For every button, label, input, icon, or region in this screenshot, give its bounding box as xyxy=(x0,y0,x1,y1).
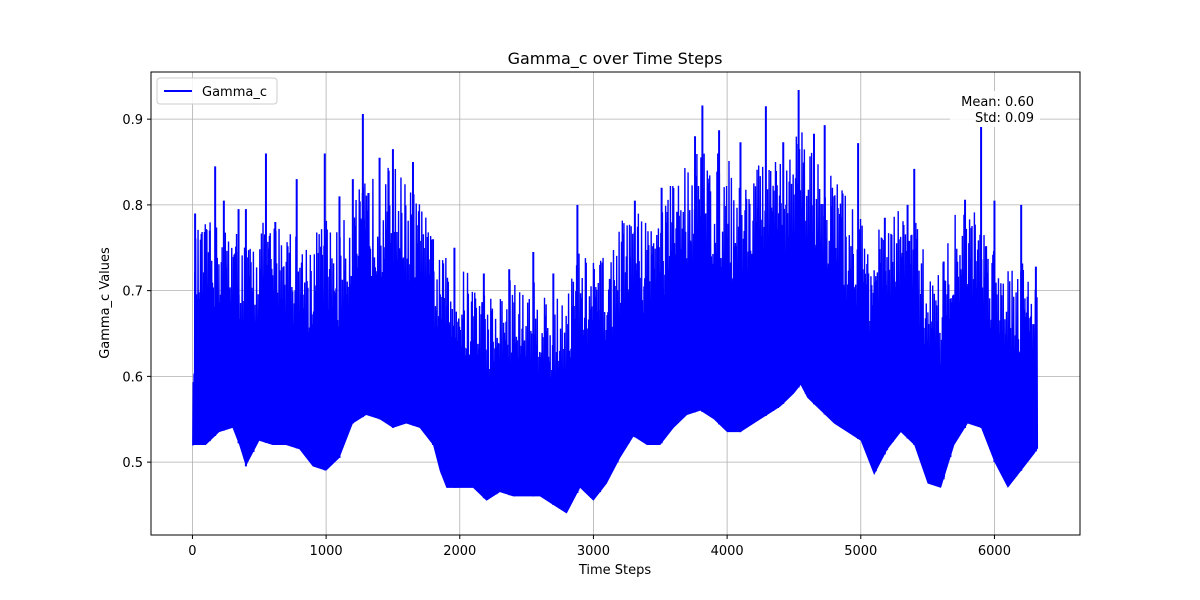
x-tick-label: 5000 xyxy=(844,544,877,559)
x-tick-label: 2000 xyxy=(443,544,476,559)
y-axis-label: Gamma_c Values xyxy=(98,247,113,359)
stats-std-label: Std: 0.09 xyxy=(975,111,1034,126)
x-tick-label: 1000 xyxy=(310,544,343,559)
chart-title: Gamma_c over Time Steps xyxy=(508,49,723,69)
x-axis-ticks: 0 1000 2000 3000 4000 5000 6000 xyxy=(188,535,1011,559)
x-axis-label: Time Steps xyxy=(578,563,652,578)
stats-box: Mean: 0.60 Std: 0.09 xyxy=(950,91,1040,127)
stats-mean-label: Mean: 0.60 xyxy=(961,95,1034,110)
legend-box xyxy=(156,77,278,105)
plot-frame xyxy=(150,71,1081,536)
series-body-gamma-c xyxy=(192,238,1038,514)
x-tick-label: 6000 xyxy=(978,544,1011,559)
x-tick-label: 0 xyxy=(188,544,196,559)
y-tick-label: 0.8 xyxy=(122,199,143,214)
y-tick-label: 0.6 xyxy=(122,370,143,385)
y-axis-ticks: 0.5 0.6 0.7 0.8 0.9 xyxy=(122,113,151,471)
y-tick-label: 0.9 xyxy=(122,113,143,128)
x-tick-label: 4000 xyxy=(711,544,744,559)
x-tick-label: 3000 xyxy=(577,544,610,559)
series-gamma-c xyxy=(192,90,1039,514)
stats-box-background xyxy=(950,91,1040,127)
legend-label-gamma-c: Gamma_c xyxy=(202,85,267,100)
legend: Gamma_c xyxy=(156,77,278,105)
y-tick-label: 0.5 xyxy=(122,456,143,471)
y-tick-label: 0.7 xyxy=(122,285,143,300)
